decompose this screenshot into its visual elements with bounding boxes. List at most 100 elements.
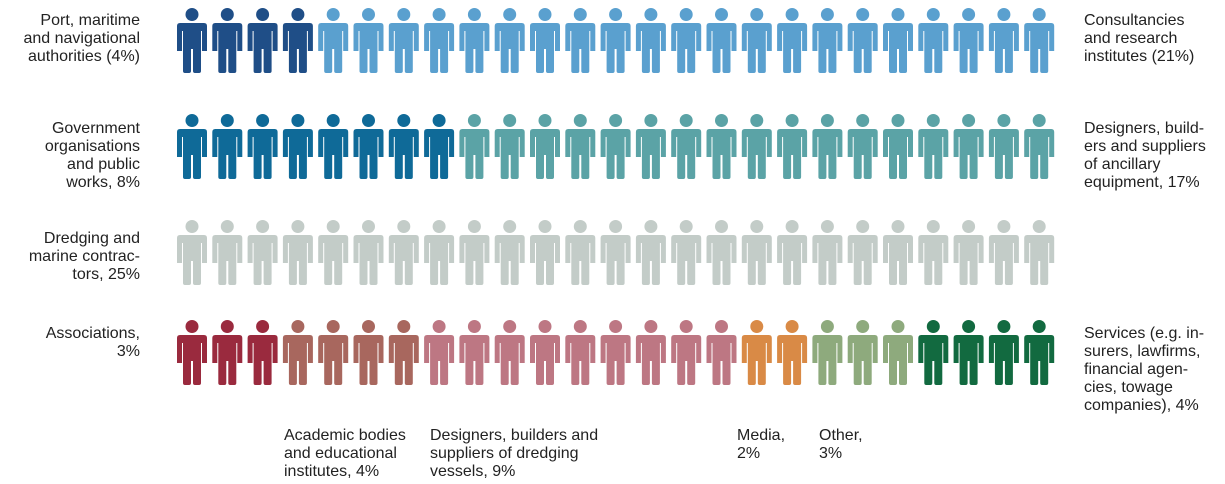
person-icon-r4-s3-1 [424, 320, 455, 385]
person-icon-r4-s3-9 [706, 320, 737, 385]
person-icon-r2-s2-10 [777, 114, 808, 179]
person-icon-r2-s2-1 [459, 114, 490, 179]
person-icon-r4-s4-1 [741, 320, 772, 385]
person-icon-r3-s1-16 [706, 220, 737, 285]
person-icon-r2-s2-17 [1024, 114, 1055, 179]
person-icon-r3-s1-17 [741, 220, 772, 285]
person-icon-r4-s6-1 [918, 320, 949, 385]
person-icon-r4-s5-3 [883, 320, 913, 385]
person-icon-r3-s1-24 [988, 220, 1019, 285]
person-icon-r3-s1-23 [953, 220, 984, 285]
person-icon-r3-s1-18 [777, 220, 808, 285]
segment-label-r4-s4: Media, 2% [737, 427, 786, 462]
person-icon-r3-s1-25 [1024, 220, 1055, 285]
person-icon-r4-s2-4 [388, 320, 419, 385]
person-icon-r4-s6-2 [953, 320, 984, 385]
segment-label-r4-s1: Associations, 3% [45, 325, 140, 360]
person-icon-r2-s2-5 [600, 114, 631, 179]
person-icon-r2-s1-1 [177, 114, 207, 179]
person-icon-r2-s1-7 [388, 114, 419, 179]
person-icon-r3-s1-1 [177, 220, 207, 285]
person-icon-r4-s2-2 [318, 320, 349, 385]
person-icon-r1-s2-15 [812, 8, 843, 73]
segment-label-r1-s1: Port, maritime and navigational authorit… [23, 12, 140, 65]
person-icon-r4-s2-3 [353, 320, 384, 385]
person-icon-r1-s2-17 [883, 8, 913, 73]
person-icon-r3-s1-20 [847, 220, 878, 285]
person-icon-r2-s2-12 [847, 114, 878, 179]
person-icon-r3-s1-21 [883, 220, 913, 285]
person-icon-r1-s2-11 [671, 8, 702, 73]
person-icon-r3-s1-11 [530, 220, 560, 285]
person-icon-r2-s2-13 [883, 114, 913, 179]
segment-label-r1-s2: Consultancies and research institutes (2… [1084, 12, 1195, 65]
person-icon-r4-s3-3 [494, 320, 525, 385]
segment-label-r2-s1: Government organisations and public work… [44, 120, 140, 191]
person-icon-r4-s3-8 [671, 320, 702, 385]
person-icon-r2-s1-2 [212, 114, 243, 179]
person-icon-r2-s2-7 [671, 114, 702, 179]
person-icon-r1-s1-3 [247, 8, 278, 73]
person-icon-r4-s1-3 [247, 320, 278, 385]
person-icon-r3-s1-4 [282, 220, 313, 285]
person-icon-r1-s2-2 [353, 8, 384, 73]
person-icon-r4-s3-2 [459, 320, 490, 385]
person-icon-r4-s1-1 [177, 320, 207, 385]
person-icon-r3-s1-6 [353, 220, 384, 285]
person-icon-r1-s2-7 [530, 8, 560, 73]
person-icon-r3-s1-14 [635, 220, 666, 285]
person-icon-r4-s5-1 [812, 320, 843, 385]
person-icon-r3-s1-9 [459, 220, 490, 285]
segment-label-r4-s3: Designers, builders and suppliers of dre… [430, 427, 599, 480]
person-icon-r3-s1-15 [671, 220, 702, 285]
person-icon-r4-s3-4 [530, 320, 560, 385]
person-icon-r3-s1-2 [212, 220, 243, 285]
person-icon-r1-s2-6 [494, 8, 525, 73]
person-icon-r1-s2-18 [918, 8, 949, 73]
person-icon-r1-s1-1 [177, 8, 207, 73]
person-icon-r2-s1-4 [282, 114, 313, 179]
person-icon-r2-s2-15 [953, 114, 984, 179]
person-icon-r4-s6-4 [1024, 320, 1055, 385]
person-icon-r2-s1-6 [353, 114, 384, 179]
segment-label-r4-s6: Services (e.g. in- surers, lawfirms, fin… [1084, 325, 1205, 414]
person-icon-r2-s2-2 [494, 114, 525, 179]
person-icon-r3-s1-5 [318, 220, 349, 285]
person-icon-r2-s2-9 [741, 114, 772, 179]
person-icon-r4-s3-5 [565, 320, 596, 385]
person-icon-r4-s6-3 [988, 320, 1019, 385]
segment-label-r3-s1: Dredging and marine contrac- tors, 25% [28, 230, 140, 283]
person-icon-r1-s2-21 [1024, 8, 1055, 73]
person-icon-r1-s2-16 [847, 8, 878, 73]
person-icon-r2-s2-14 [918, 114, 949, 179]
person-icon-r3-s1-8 [424, 220, 455, 285]
person-icon-r1-s2-5 [459, 8, 490, 73]
person-icon-r1-s2-13 [741, 8, 772, 73]
segment-label-r4-s5: Other, 3% [819, 427, 863, 462]
person-icon-r1-s2-10 [635, 8, 666, 73]
person-icon-r1-s2-9 [600, 8, 631, 73]
person-icon-r1-s2-19 [953, 8, 984, 73]
person-icon-r4-s3-6 [600, 320, 631, 385]
person-icon-r1-s2-14 [777, 8, 808, 73]
person-icon-r3-s1-22 [918, 220, 949, 285]
person-icon-r2-s2-8 [706, 114, 737, 179]
person-icon-r4-s5-2 [847, 320, 878, 385]
person-icon-r2-s1-3 [247, 114, 278, 179]
person-icon-r1-s2-1 [318, 8, 349, 73]
person-icon-r3-s1-10 [494, 220, 525, 285]
person-icon-r2-s2-3 [530, 114, 560, 179]
person-icon-r2-s1-8 [424, 114, 455, 179]
person-icon-r3-s1-7 [388, 220, 419, 285]
person-icon-r4-s1-2 [212, 320, 243, 385]
person-icon-r2-s2-16 [988, 114, 1019, 179]
person-icon-r1-s2-20 [988, 8, 1019, 73]
person-icon-r2-s2-11 [812, 114, 843, 179]
person-icon-r3-s1-19 [812, 220, 843, 285]
person-icon-r2-s1-5 [318, 114, 349, 179]
person-icon-r3-s1-12 [565, 220, 596, 285]
segment-label-r2-s2: Designers, build- ers and suppliers of a… [1084, 120, 1206, 191]
person-icon-r1-s1-2 [212, 8, 243, 73]
person-icon-r1-s1-4 [282, 8, 313, 73]
